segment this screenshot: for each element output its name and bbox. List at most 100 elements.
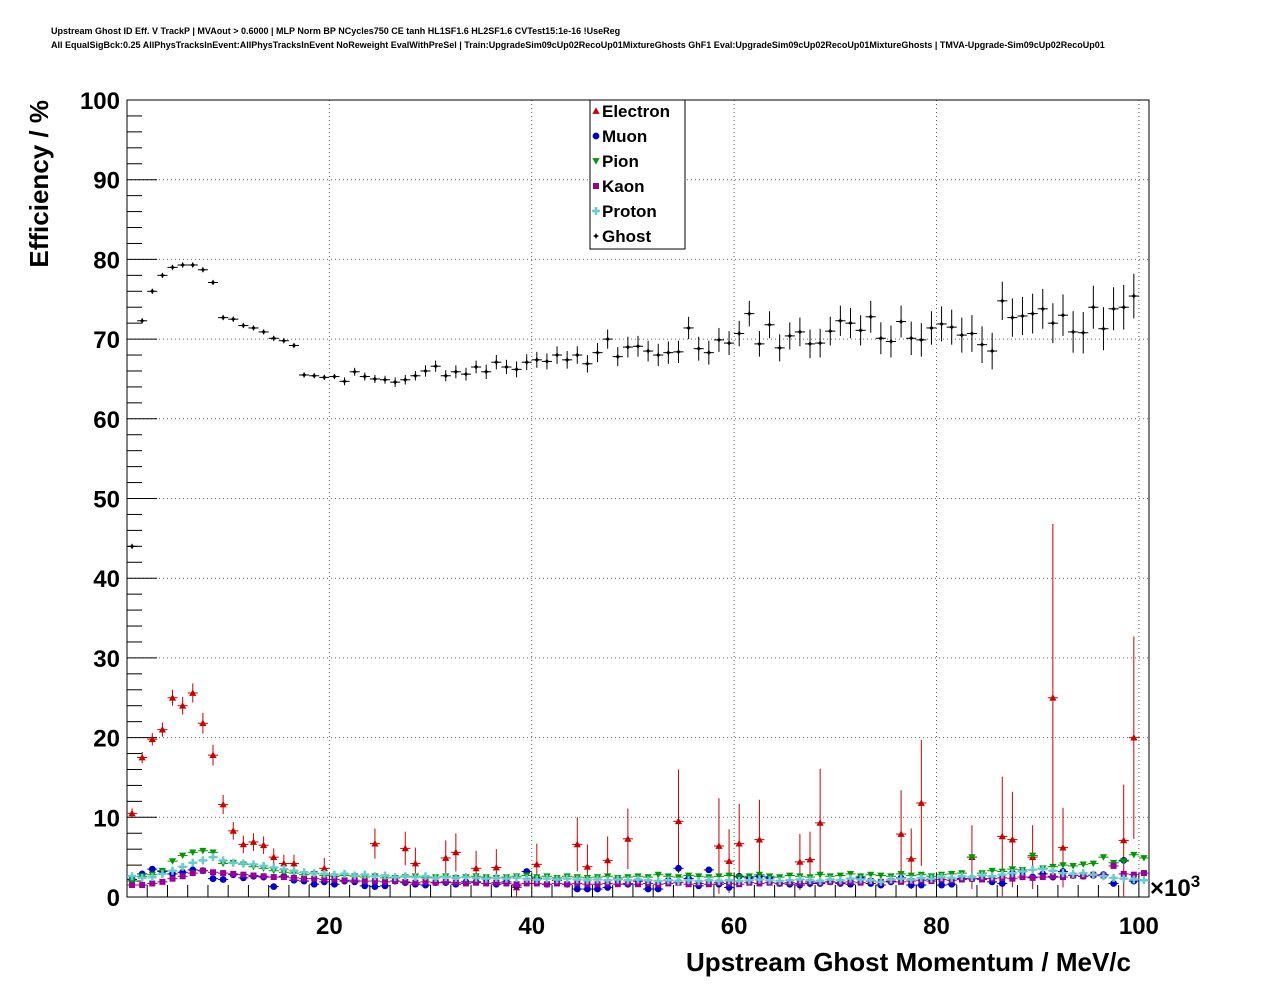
data-point [684,872,693,880]
legend-marker-proton [592,207,600,215]
data-point [897,874,906,883]
data-point [786,332,793,339]
legend-marker-electron [592,107,600,114]
data-point [311,875,318,882]
data-point [775,877,784,886]
data-point [290,342,297,349]
data-point [1129,875,1138,884]
data-point [462,880,469,887]
data-point [461,873,470,882]
data-point [199,867,206,874]
data-point [1038,865,1047,874]
data-point [594,349,601,356]
data-point [178,862,187,871]
data-point [321,876,328,883]
data-point [240,322,247,329]
data-point [371,840,379,847]
data-point [128,872,137,881]
data-point [938,881,945,889]
data-point [483,880,490,887]
y-tick-label: 70 [93,327,120,354]
data-point [1018,867,1027,876]
data-point [1139,876,1148,885]
data-point [179,261,186,268]
data-point [807,340,814,347]
data-point [220,870,227,877]
data-point [998,880,1006,887]
data-point [725,876,734,885]
data-point [998,870,1007,879]
y-tick-label: 90 [93,168,120,195]
data-point [573,840,581,848]
data-point [442,372,449,379]
data-point [523,359,530,366]
data-point [1130,734,1138,741]
data-point [188,858,197,867]
x-tick-label: 20 [316,913,343,940]
legend-box [589,99,686,250]
data-point [979,341,986,348]
data-point [948,324,955,331]
data-point [259,861,268,870]
data-point [401,872,410,881]
data-point [300,868,309,877]
data-point [867,313,874,320]
data-point [1059,843,1067,851]
y-tick-label: 0 [107,885,120,912]
data-point [371,878,378,885]
data-point [129,882,136,889]
x-tick-label: 60 [721,913,748,940]
data-point [1120,858,1128,865]
data-point [1029,310,1036,317]
data-point [755,871,764,879]
data-point [532,875,541,884]
data-point [1089,870,1098,879]
data-point [199,719,207,727]
data-point [715,842,723,849]
data-point [836,876,845,885]
data-point [907,875,916,884]
data-point [583,863,592,870]
data-point [685,324,692,331]
data-point [1058,869,1067,878]
data-point [179,702,187,709]
data-point [704,876,713,885]
data-point [584,360,591,367]
data-point [1039,874,1046,881]
data-point [928,324,935,331]
data-point [159,878,166,885]
data-point [189,870,196,877]
data-point [230,316,237,323]
x-tick-label: 80 [923,913,950,940]
data-points [127,261,1149,897]
data-point [301,875,308,882]
data-point [139,882,146,889]
data-point [503,363,510,370]
data-point [473,879,480,886]
data-point [543,358,550,365]
data-point [311,372,318,379]
data-point [785,876,794,885]
data-point [553,875,562,884]
data-point [473,363,480,370]
data-point [604,336,611,343]
chart-title-line-1: Upstream Ghost ID Eff. V TrackP | MVAout… [51,26,621,36]
data-point [169,875,176,882]
data-point [705,866,713,874]
data-point [907,855,915,862]
data-point [654,871,662,879]
legend-marker-pion [592,158,600,165]
data-point [695,345,702,352]
data-point [331,876,338,883]
data-point [796,858,804,865]
data-point [908,335,915,342]
data-point [1130,871,1137,878]
data-point [958,332,965,339]
data-point [1069,863,1077,870]
data-point [635,343,641,350]
data-point [502,874,511,883]
data-point [149,880,156,887]
data-point [837,317,844,324]
data-point [574,352,581,359]
data-point [370,872,379,881]
